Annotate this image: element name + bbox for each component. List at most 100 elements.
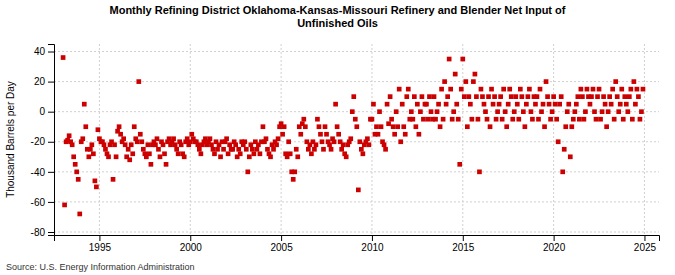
point (612, 117, 617, 122)
grid-line-x (371, 44, 372, 235)
point (616, 109, 621, 114)
tick: 2020 (543, 235, 566, 253)
point (161, 142, 166, 147)
point (579, 87, 584, 92)
point (324, 132, 329, 137)
point (248, 142, 253, 147)
point (385, 102, 390, 107)
point (594, 117, 599, 122)
point (439, 87, 444, 92)
point (632, 79, 637, 84)
chart-svg: Monthly Refining District Oklahoma-Kansa… (0, 0, 675, 275)
point (563, 124, 568, 129)
point (418, 109, 423, 114)
point (77, 212, 82, 217)
point (613, 79, 618, 84)
point (73, 162, 78, 167)
point (435, 109, 440, 114)
point (560, 169, 565, 174)
point (519, 94, 524, 99)
point (556, 139, 561, 144)
point (542, 124, 547, 129)
point (70, 142, 75, 147)
point (209, 142, 214, 147)
point (126, 147, 131, 152)
point (291, 177, 296, 182)
point (162, 151, 167, 156)
point (388, 94, 393, 99)
point (414, 124, 419, 129)
point (471, 79, 476, 84)
point (609, 102, 614, 107)
point (370, 117, 375, 122)
point (453, 72, 458, 77)
point (309, 151, 314, 156)
tick-mark (48, 142, 54, 143)
point (102, 142, 107, 147)
point (354, 124, 359, 129)
point (252, 151, 257, 156)
point (258, 151, 263, 156)
point (516, 117, 521, 122)
point (333, 102, 338, 107)
point (420, 94, 425, 99)
point (339, 147, 344, 152)
point (539, 109, 544, 114)
point (463, 79, 468, 84)
point (371, 102, 376, 107)
point (80, 136, 85, 141)
point (136, 79, 141, 84)
point (523, 124, 528, 129)
point (379, 124, 384, 129)
point (441, 117, 446, 122)
point (336, 132, 341, 137)
point (583, 109, 588, 114)
point (577, 117, 582, 122)
point (130, 151, 135, 156)
point (619, 87, 624, 92)
point (164, 162, 169, 167)
tick: -60 (31, 197, 54, 208)
tick-mark (644, 235, 645, 241)
point (507, 87, 512, 92)
point (571, 117, 576, 122)
point (568, 154, 573, 159)
point (424, 102, 429, 107)
point (67, 133, 72, 138)
point (404, 94, 409, 99)
point (447, 57, 452, 62)
point (498, 94, 503, 99)
points (61, 55, 646, 216)
point (153, 142, 158, 147)
point (224, 136, 229, 141)
point (635, 87, 640, 92)
point (639, 109, 644, 114)
tick-label: 2005 (270, 242, 293, 253)
point (641, 87, 646, 92)
point (438, 124, 443, 129)
point (479, 87, 484, 92)
point (294, 147, 299, 152)
point (585, 87, 590, 92)
point (521, 109, 526, 114)
point (286, 139, 291, 144)
point (318, 132, 323, 137)
point (550, 109, 555, 114)
point (592, 109, 597, 114)
point (218, 154, 223, 159)
point (445, 94, 450, 99)
tick-label: -80 (31, 227, 46, 238)
point (401, 124, 406, 129)
tick-label: 40 (34, 46, 46, 57)
point (604, 124, 609, 129)
point (598, 117, 603, 122)
point (615, 94, 620, 99)
point (139, 139, 144, 144)
point (394, 109, 399, 114)
tick: 0 (39, 106, 54, 117)
tick-mark (48, 52, 54, 53)
point (569, 124, 574, 129)
point (457, 162, 462, 167)
point (427, 94, 432, 99)
point (376, 132, 381, 137)
